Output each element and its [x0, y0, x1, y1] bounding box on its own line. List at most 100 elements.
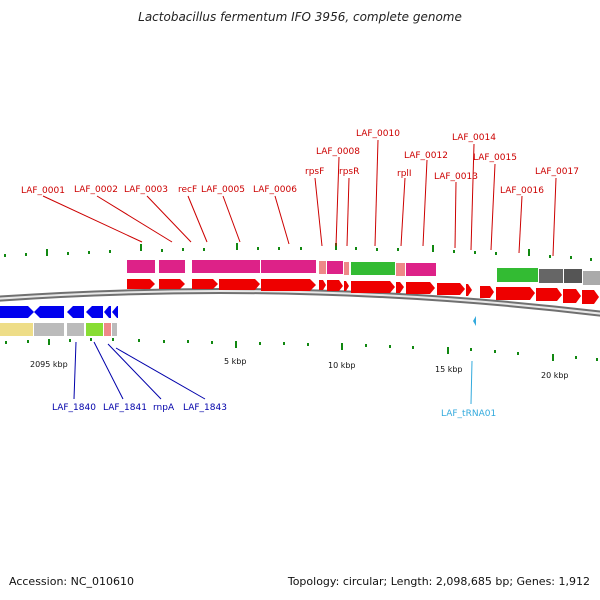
- scale-tick: [453, 250, 455, 253]
- cds-arrow[interactable]: [0, 306, 34, 318]
- gene-label[interactable]: LAF_0003: [124, 185, 168, 195]
- label-leader-line: [93, 341, 124, 400]
- gene-label[interactable]: LAF_0015: [473, 153, 517, 163]
- forward-cds-track: [127, 279, 599, 304]
- feature-bar[interactable]: [497, 268, 538, 282]
- scale-tick: [447, 347, 449, 354]
- feature-bar[interactable]: [104, 323, 111, 336]
- label-leader-line: [518, 195, 523, 254]
- cds-arrow[interactable]: [466, 284, 472, 296]
- gene-label[interactable]: LAF_0012: [404, 151, 448, 161]
- outer-tick-track: [4, 243, 592, 261]
- feature-bar[interactable]: [344, 262, 349, 275]
- label-leader-line: [73, 341, 77, 400]
- gene-label[interactable]: LAF_0016: [500, 186, 544, 196]
- cds-arrow[interactable]: [496, 287, 535, 300]
- gene-label[interactable]: LAF_0014: [452, 133, 496, 143]
- feature-bar[interactable]: [67, 323, 84, 336]
- scale-tick: [90, 338, 92, 341]
- trna-marker[interactable]: [473, 316, 476, 326]
- cds-arrow[interactable]: [34, 306, 64, 318]
- cds-arrow[interactable]: [112, 306, 118, 318]
- label-leader-line: [314, 177, 323, 247]
- cds-arrow[interactable]: [86, 306, 103, 318]
- scale-tick: [46, 249, 48, 256]
- scale-tick: [67, 252, 69, 255]
- gene-label[interactable]: rplI: [397, 169, 412, 179]
- outer-feature-track: [127, 260, 600, 285]
- cds-arrow[interactable]: [192, 279, 218, 289]
- cds-arrow[interactable]: [563, 289, 581, 303]
- gene-label[interactable]: LAF_1841: [103, 403, 147, 413]
- scale-tick: [283, 342, 285, 345]
- cds-arrow[interactable]: [351, 281, 395, 293]
- gene-label[interactable]: rpsF: [305, 167, 324, 177]
- scale-tick: [596, 358, 598, 361]
- label-leader-line: [222, 195, 241, 243]
- scale-tick: [161, 249, 163, 252]
- gene-label[interactable]: LAF_0013: [434, 172, 478, 182]
- cds-arrow[interactable]: [437, 283, 465, 295]
- feature-bar[interactable]: [192, 260, 260, 273]
- feature-bar[interactable]: [34, 323, 64, 336]
- scale-tick: [528, 249, 530, 256]
- feature-bar[interactable]: [406, 263, 436, 276]
- feature-bar[interactable]: [112, 323, 117, 336]
- gene-label[interactable]: LAF_0010: [356, 129, 400, 139]
- cds-arrow[interactable]: [67, 306, 84, 318]
- feature-bar[interactable]: [159, 260, 185, 273]
- gene-label[interactable]: LAF_0001: [21, 186, 65, 196]
- label-leader-line: [374, 139, 379, 247]
- scale-tick: [182, 248, 184, 251]
- feature-bar[interactable]: [396, 263, 405, 276]
- feature-bar[interactable]: [583, 271, 600, 285]
- feature-bar[interactable]: [319, 261, 326, 274]
- feature-bar[interactable]: [564, 269, 582, 283]
- forward-label-leaders: [42, 139, 557, 257]
- feature-bar[interactable]: [0, 323, 33, 336]
- cds-arrow[interactable]: [582, 290, 599, 304]
- cds-arrow[interactable]: [480, 286, 494, 298]
- cds-arrow[interactable]: [104, 306, 111, 318]
- trna-label[interactable]: LAF_tRNA01: [441, 409, 496, 419]
- inner-tick-track: [5, 338, 598, 361]
- gene-label[interactable]: LAF_0005: [201, 185, 245, 195]
- cds-arrow[interactable]: [344, 281, 349, 291]
- gene-label[interactable]: LAF_1840: [52, 403, 96, 413]
- cds-arrow[interactable]: [327, 280, 343, 291]
- scale-tick: [341, 343, 343, 350]
- feature-bar[interactable]: [539, 269, 563, 283]
- scale-label: 15 kbp: [435, 365, 463, 374]
- scale-tick: [517, 352, 519, 355]
- scale-tick: [494, 350, 496, 353]
- scale-labels: 2095 kbp 5 kbp 10 kbp 15 kbp 20 kbp: [30, 357, 569, 380]
- cds-arrow[interactable]: [396, 282, 404, 293]
- scale-tick: [4, 254, 6, 257]
- cds-arrow[interactable]: [261, 279, 316, 291]
- gene-label[interactable]: rnpA: [153, 403, 175, 413]
- genome-backbone-inner: [0, 290, 600, 315]
- gene-label[interactable]: recF: [178, 185, 197, 195]
- cds-arrow[interactable]: [406, 282, 435, 294]
- scale-tick: [235, 341, 237, 348]
- cds-arrow[interactable]: [159, 279, 185, 289]
- scale-tick: [474, 251, 476, 254]
- feature-bar[interactable]: [351, 262, 395, 275]
- feature-bar[interactable]: [86, 323, 103, 336]
- cds-arrow[interactable]: [219, 279, 260, 290]
- feature-bar[interactable]: [327, 261, 343, 274]
- gene-label[interactable]: LAF_0006: [253, 185, 297, 195]
- reverse-label-leaders: [73, 341, 206, 400]
- gene-label[interactable]: LAF_0002: [74, 185, 118, 195]
- cds-arrow[interactable]: [127, 279, 155, 289]
- feature-bar[interactable]: [127, 260, 155, 273]
- scale-tick: [397, 248, 399, 251]
- gene-label[interactable]: LAF_0008: [316, 147, 360, 157]
- gene-label[interactable]: LAF_0017: [535, 167, 579, 177]
- cds-arrow[interactable]: [536, 288, 562, 301]
- gene-label[interactable]: rpsR: [339, 167, 359, 177]
- map-title: Lactobacillus fermentum IFO 3956, comple…: [138, 10, 462, 24]
- feature-bar[interactable]: [261, 260, 316, 273]
- cds-arrow[interactable]: [319, 280, 326, 290]
- gene-label[interactable]: LAF_1843: [183, 403, 227, 413]
